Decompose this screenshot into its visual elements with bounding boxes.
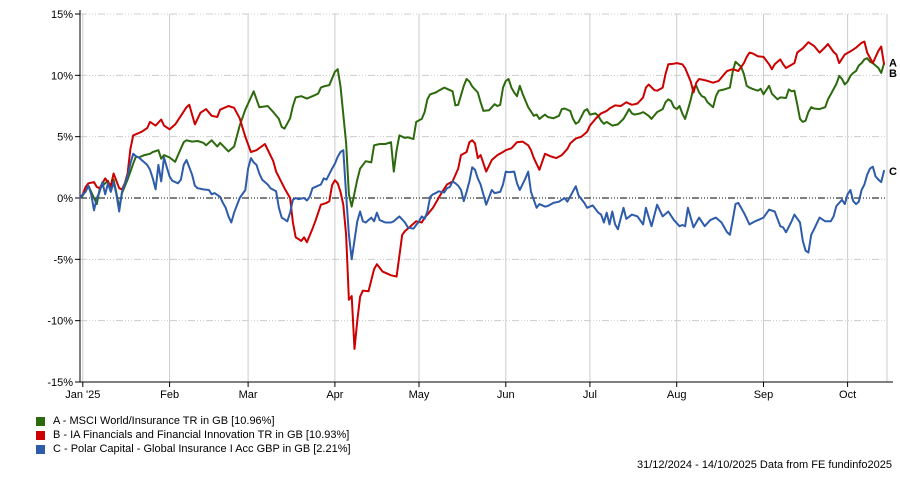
- x-tick-label: May: [409, 389, 430, 401]
- y-tick-label: 0%: [57, 193, 73, 205]
- y-tick-label: 5%: [57, 132, 73, 144]
- x-tick-label: Mar: [239, 389, 258, 401]
- x-tick-label: Sep: [754, 389, 774, 401]
- y-tick-label: 15%: [51, 9, 73, 21]
- x-tick-label: Jan '25: [65, 389, 100, 401]
- x-tick-label: Apr: [326, 389, 343, 401]
- y-tick-label: -15%: [47, 377, 73, 389]
- legend-label-a: A - MSCI World/Insurance TR in GB [10.96…: [53, 415, 275, 427]
- series-line-C: [79, 149, 885, 261]
- x-tick-label: Feb: [160, 389, 179, 401]
- legend-item-a: A - MSCI World/Insurance TR in GB [10.96…: [36, 414, 351, 428]
- series-end-label-A: A: [889, 58, 897, 70]
- legend-item-b: B - IA Financials and Financial Innovati…: [36, 428, 351, 442]
- y-tick-label: -10%: [47, 316, 73, 328]
- series-line-B: [79, 40, 885, 350]
- legend-label-b: B - IA Financials and Financial Innovati…: [53, 429, 350, 441]
- y-axis-labels: 15% 10% 5% 0% -5% -10% -15%: [47, 9, 73, 389]
- grid-lines: [80, 13, 888, 382]
- y-tick-label: -5%: [53, 254, 73, 266]
- legend-swatch-b-icon: [36, 430, 45, 440]
- x-tick-label: Jun: [497, 389, 515, 401]
- x-tick-label: Jul: [583, 389, 597, 401]
- date-range-footer: 31/12/2024 - 14/10/2025 Data from FE fun…: [636, 459, 892, 471]
- legend-item-c: C - Polar Capital - Global Insurance I A…: [36, 442, 351, 456]
- series-line-A: [79, 57, 885, 209]
- chart-legend: A - MSCI World/Insurance TR in GB [10.96…: [36, 414, 351, 456]
- legend-swatch-a-icon: [36, 416, 45, 426]
- series-end-label-B: B: [889, 68, 897, 80]
- legend-swatch-c-icon: [36, 444, 45, 454]
- axes: [75, 10, 893, 387]
- series-end-label-C: C: [889, 166, 897, 178]
- x-tick-label: Oct: [839, 389, 856, 401]
- legend-label-c: C - Polar Capital - Global Insurance I A…: [53, 443, 351, 455]
- x-axis-labels: Jan '25 Feb Mar Apr May Jun Jul Aug Sep Oct: [65, 389, 856, 401]
- y-tick-label: 10%: [51, 70, 73, 82]
- x-tick-label: Aug: [667, 389, 687, 401]
